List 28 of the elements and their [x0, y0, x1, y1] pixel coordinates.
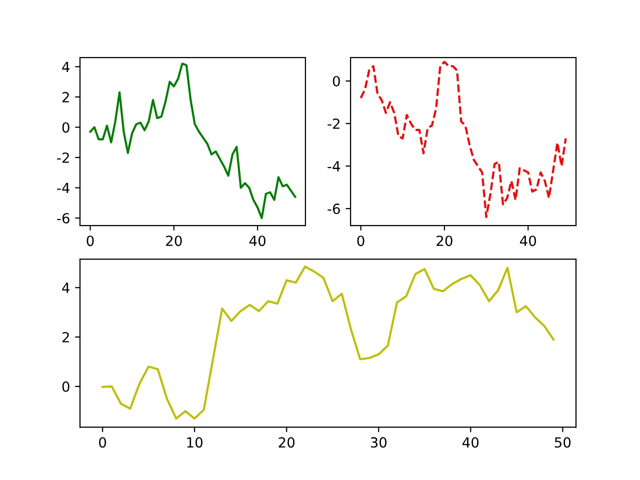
y-tick-label: 4: [62, 282, 70, 293]
x-tick-label: 10: [187, 437, 202, 448]
y-tick-label: 0: [62, 381, 70, 392]
y-tick-label: 2: [62, 332, 69, 342]
line-series: [360, 60, 567, 218]
y-tick-label: -4: [328, 161, 340, 172]
x-tick-label: 50: [554, 437, 571, 448]
x-tick-label: 0: [99, 437, 106, 448]
x-tick-label: 40: [520, 236, 536, 246]
line-series: [89, 62, 296, 220]
x-tick-label: 20: [166, 236, 182, 246]
x-tick-label: 30: [370, 437, 387, 448]
x-tick-label: 20: [278, 437, 295, 448]
x-tick-label: 0: [357, 236, 364, 246]
y-tick-label: 0: [62, 122, 70, 133]
y-tick-label: -6: [328, 204, 340, 214]
x-tick-label: 20: [436, 236, 452, 246]
y-tick-label: 0: [332, 76, 340, 86]
y-tick-label: 4: [62, 62, 70, 72]
x-tick-label: 0: [86, 236, 94, 246]
y-tick-label: -6: [57, 213, 70, 224]
x-tick-label: 40: [249, 236, 266, 246]
y-tick-label: -4: [57, 182, 70, 194]
x-tick-label: 40: [462, 437, 479, 448]
line-series: [102, 266, 554, 420]
y-tick-label: -2: [328, 118, 340, 129]
y-tick-label: -2: [57, 152, 69, 163]
y-tick-label: 2: [62, 92, 69, 102]
